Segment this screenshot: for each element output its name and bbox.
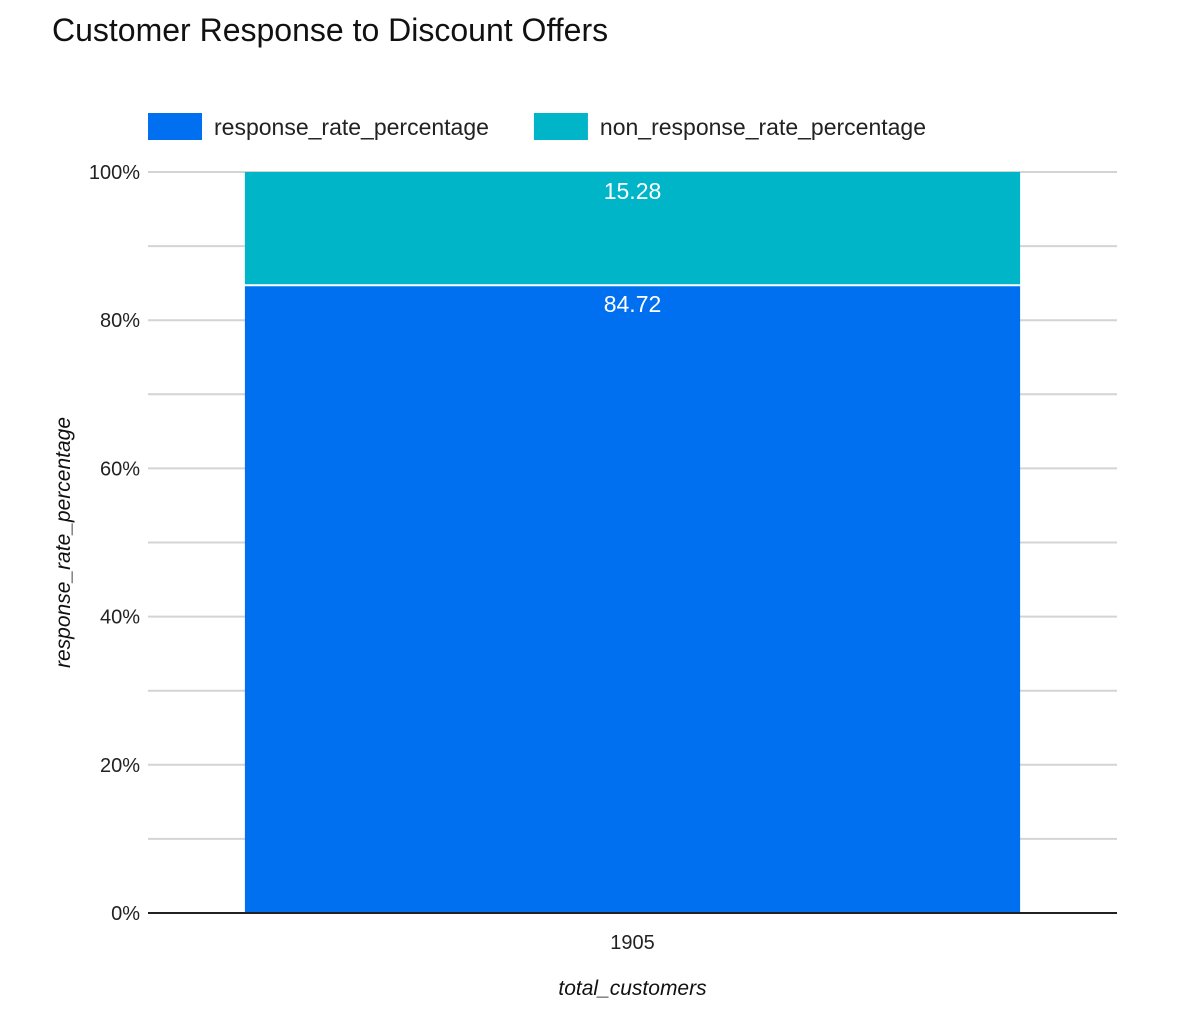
- y-tick-label-100: 100%: [89, 162, 140, 184]
- legend: response_rate_percentage non_response_rat…: [148, 113, 926, 140]
- legend-label-response_rate_percentage: response_rate_percentage: [214, 114, 489, 140]
- bars: [244, 172, 1021, 913]
- y-axis-title: response_rate_percentage: [52, 417, 75, 668]
- y-tick-label-40: 40%: [100, 607, 140, 629]
- bar-response_rate_percentage-1905: [244, 285, 1021, 913]
- y-tick-label-20: 20%: [100, 755, 140, 777]
- x-axis-title: total_customers: [558, 977, 707, 1000]
- y-tick-label-60: 60%: [100, 458, 140, 480]
- data-label-response_rate_percentage: 84.72: [604, 291, 662, 317]
- y-axis-ticks: 0% 20% 40% 60% 80% 100%: [89, 162, 140, 925]
- legend-label-non_response_rate_percentage: non_response_rate_percentage: [600, 114, 926, 140]
- data-labels: 84.72 15.28: [604, 178, 662, 317]
- legend-swatch-response_rate_percentage: [148, 113, 202, 140]
- legend-swatch-non_response_rate_percentage: [533, 113, 588, 140]
- data-label-non_response_rate_percentage: 15.28: [604, 178, 662, 204]
- y-tick-label-80: 80%: [100, 310, 140, 332]
- bar-non_response_rate_percentage-1905: [244, 172, 1021, 286]
- chart-title: Customer Response to Discount Offers: [52, 12, 609, 48]
- x-axis-ticks: 1905: [610, 932, 655, 954]
- y-tick-label-0: 0%: [111, 903, 140, 925]
- x-tick-label-1905: 1905: [610, 932, 655, 954]
